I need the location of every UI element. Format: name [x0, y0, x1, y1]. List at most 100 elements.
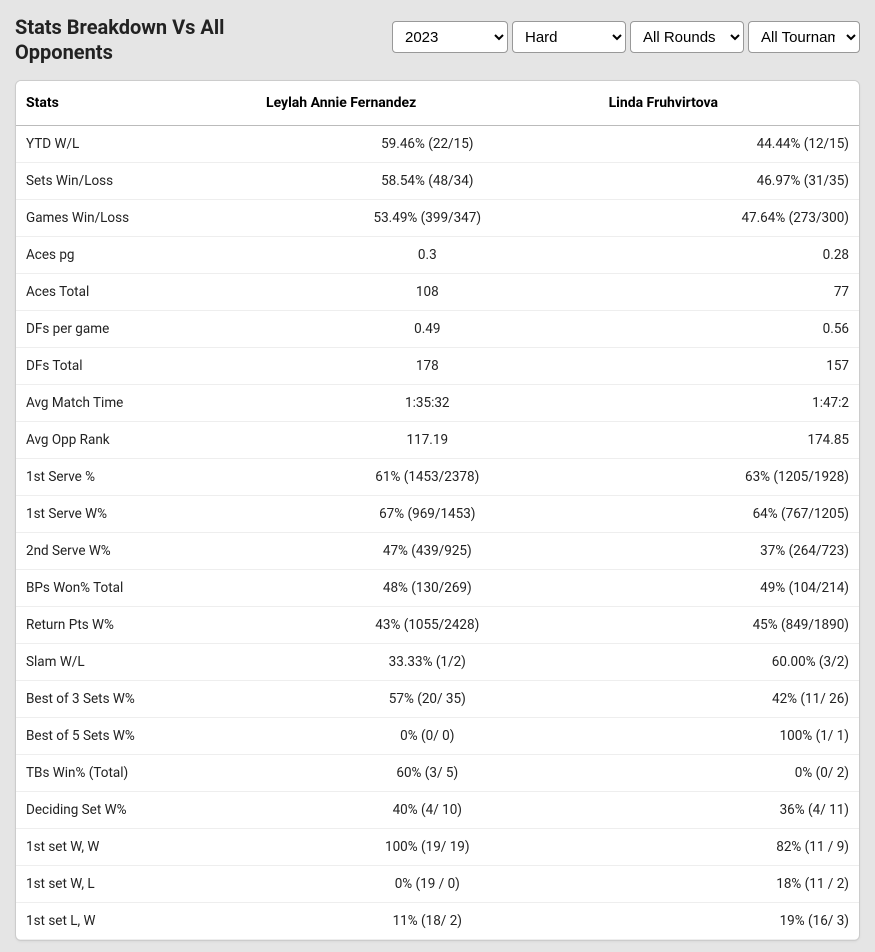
stat-name-cell: Aces pg [16, 237, 256, 274]
stats-card: Stats Leylah Annie Fernandez Linda Fruhv… [15, 80, 860, 941]
stat-name-cell: 1st Serve W% [16, 496, 256, 533]
stat-name-cell: Return Pts W% [16, 607, 256, 644]
player2-value-cell: 42% (11/ 26) [599, 681, 859, 718]
player1-value-cell: 60% (3/ 5) [256, 755, 599, 792]
player2-value-cell: 174.85 [599, 422, 859, 459]
table-row: YTD W/L59.46% (22/15)44.44% (12/15) [16, 126, 859, 163]
page-header: Stats Breakdown Vs All Opponents 2023 Ha… [0, 0, 875, 80]
player2-value-cell: 45% (849/1890) [599, 607, 859, 644]
stat-name-cell: Avg Opp Rank [16, 422, 256, 459]
stat-name-cell: 1st set W, W [16, 829, 256, 866]
player1-value-cell: 0% (0/ 0) [256, 718, 599, 755]
player2-value-cell: 18% (11 / 2) [599, 866, 859, 903]
player2-value-cell: 1:47:2 [599, 385, 859, 422]
player1-value-cell: 117.19 [256, 422, 599, 459]
table-row: 1st Serve W%67% (969/1453)64% (767/1205) [16, 496, 859, 533]
player2-value-cell: 77 [599, 274, 859, 311]
player2-value-cell: 36% (4/ 11) [599, 792, 859, 829]
table-row: DFs Total178157 [16, 348, 859, 385]
player1-value-cell: 61% (1453/2378) [256, 459, 599, 496]
stat-name-cell: TBs Win% (Total) [16, 755, 256, 792]
player2-value-cell: 44.44% (12/15) [599, 126, 859, 163]
stats-table: Stats Leylah Annie Fernandez Linda Fruhv… [16, 81, 859, 940]
player1-value-cell: 0% (19 / 0) [256, 866, 599, 903]
table-header-row: Stats Leylah Annie Fernandez Linda Fruhv… [16, 81, 859, 126]
player1-value-cell: 48% (130/269) [256, 570, 599, 607]
player1-value-cell: 1:35:32 [256, 385, 599, 422]
stat-name-cell: 1st set W, L [16, 866, 256, 903]
stat-name-cell: DFs per game [16, 311, 256, 348]
table-row: 1st Serve %61% (1453/2378)63% (1205/1928… [16, 459, 859, 496]
player1-value-cell: 40% (4/ 10) [256, 792, 599, 829]
player2-value-cell: 100% (1/ 1) [599, 718, 859, 755]
player1-value-cell: 67% (969/1453) [256, 496, 599, 533]
table-row: Games Win/Loss53.49% (399/347)47.64% (27… [16, 200, 859, 237]
player2-value-cell: 46.97% (31/35) [599, 163, 859, 200]
player1-value-cell: 59.46% (22/15) [256, 126, 599, 163]
stat-name-cell: 1st Serve % [16, 459, 256, 496]
player1-value-cell: 0.3 [256, 237, 599, 274]
player2-value-cell: 0.56 [599, 311, 859, 348]
player1-value-cell: 47% (439/925) [256, 533, 599, 570]
player2-value-cell: 49% (104/214) [599, 570, 859, 607]
filter-bar: 2023 Hard All Rounds All Tournaments [392, 21, 860, 53]
surface-select[interactable]: Hard [512, 21, 626, 53]
player1-value-cell: 108 [256, 274, 599, 311]
col-header-player2: Linda Fruhvirtova [599, 81, 859, 126]
player2-value-cell: 47.64% (273/300) [599, 200, 859, 237]
stat-name-cell: BPs Won% Total [16, 570, 256, 607]
player1-value-cell: 33.33% (1/2) [256, 644, 599, 681]
table-row: Aces pg0.30.28 [16, 237, 859, 274]
stat-name-cell: Avg Match Time [16, 385, 256, 422]
stat-name-cell: Aces Total [16, 274, 256, 311]
stat-name-cell: 2nd Serve W% [16, 533, 256, 570]
stat-name-cell: YTD W/L [16, 126, 256, 163]
table-row: Best of 3 Sets W%57% (20/ 35)42% (11/ 26… [16, 681, 859, 718]
table-row: 2nd Serve W%47% (439/925)37% (264/723) [16, 533, 859, 570]
table-row: DFs per game0.490.56 [16, 311, 859, 348]
player1-value-cell: 57% (20/ 35) [256, 681, 599, 718]
player1-value-cell: 43% (1055/2428) [256, 607, 599, 644]
table-row: 1st set W, L0% (19 / 0)18% (11 / 2) [16, 866, 859, 903]
round-select[interactable]: All Rounds [630, 21, 744, 53]
stat-name-cell: Deciding Set W% [16, 792, 256, 829]
player1-value-cell: 53.49% (399/347) [256, 200, 599, 237]
table-row: Sets Win/Loss58.54% (48/34)46.97% (31/35… [16, 163, 859, 200]
table-row: TBs Win% (Total)60% (3/ 5)0% (0/ 2) [16, 755, 859, 792]
page-title: Stats Breakdown Vs All Opponents [15, 15, 315, 65]
player1-value-cell: 58.54% (48/34) [256, 163, 599, 200]
table-row: Slam W/L33.33% (1/2)60.00% (3/2) [16, 644, 859, 681]
table-row: Avg Opp Rank117.19174.85 [16, 422, 859, 459]
col-header-stats: Stats [16, 81, 256, 126]
player1-value-cell: 11% (18/ 2) [256, 903, 599, 940]
player2-value-cell: 82% (11 / 9) [599, 829, 859, 866]
player2-value-cell: 19% (16/ 3) [599, 903, 859, 940]
player1-value-cell: 100% (19/ 19) [256, 829, 599, 866]
player2-value-cell: 37% (264/723) [599, 533, 859, 570]
player1-value-cell: 0.49 [256, 311, 599, 348]
col-header-player1: Leylah Annie Fernandez [256, 81, 599, 126]
table-row: Avg Match Time1:35:321:47:2 [16, 385, 859, 422]
table-row: Aces Total10877 [16, 274, 859, 311]
stat-name-cell: Best of 5 Sets W% [16, 718, 256, 755]
stat-name-cell: 1st set L, W [16, 903, 256, 940]
table-row: Return Pts W%43% (1055/2428)45% (849/189… [16, 607, 859, 644]
tournament-select[interactable]: All Tournaments [748, 21, 860, 53]
table-row: BPs Won% Total48% (130/269)49% (104/214) [16, 570, 859, 607]
stat-name-cell: Slam W/L [16, 644, 256, 681]
stat-name-cell: Sets Win/Loss [16, 163, 256, 200]
player1-value-cell: 178 [256, 348, 599, 385]
year-select[interactable]: 2023 [392, 21, 508, 53]
table-row: 1st set W, W100% (19/ 19)82% (11 / 9) [16, 829, 859, 866]
table-row: 1st set L, W11% (18/ 2)19% (16/ 3) [16, 903, 859, 940]
stat-name-cell: Games Win/Loss [16, 200, 256, 237]
player2-value-cell: 63% (1205/1928) [599, 459, 859, 496]
player2-value-cell: 0.28 [599, 237, 859, 274]
stat-name-cell: Best of 3 Sets W% [16, 681, 256, 718]
player2-value-cell: 60.00% (3/2) [599, 644, 859, 681]
table-row: Best of 5 Sets W%0% (0/ 0)100% (1/ 1) [16, 718, 859, 755]
player2-value-cell: 0% (0/ 2) [599, 755, 859, 792]
stat-name-cell: DFs Total [16, 348, 256, 385]
player2-value-cell: 157 [599, 348, 859, 385]
table-row: Deciding Set W%40% (4/ 10)36% (4/ 11) [16, 792, 859, 829]
